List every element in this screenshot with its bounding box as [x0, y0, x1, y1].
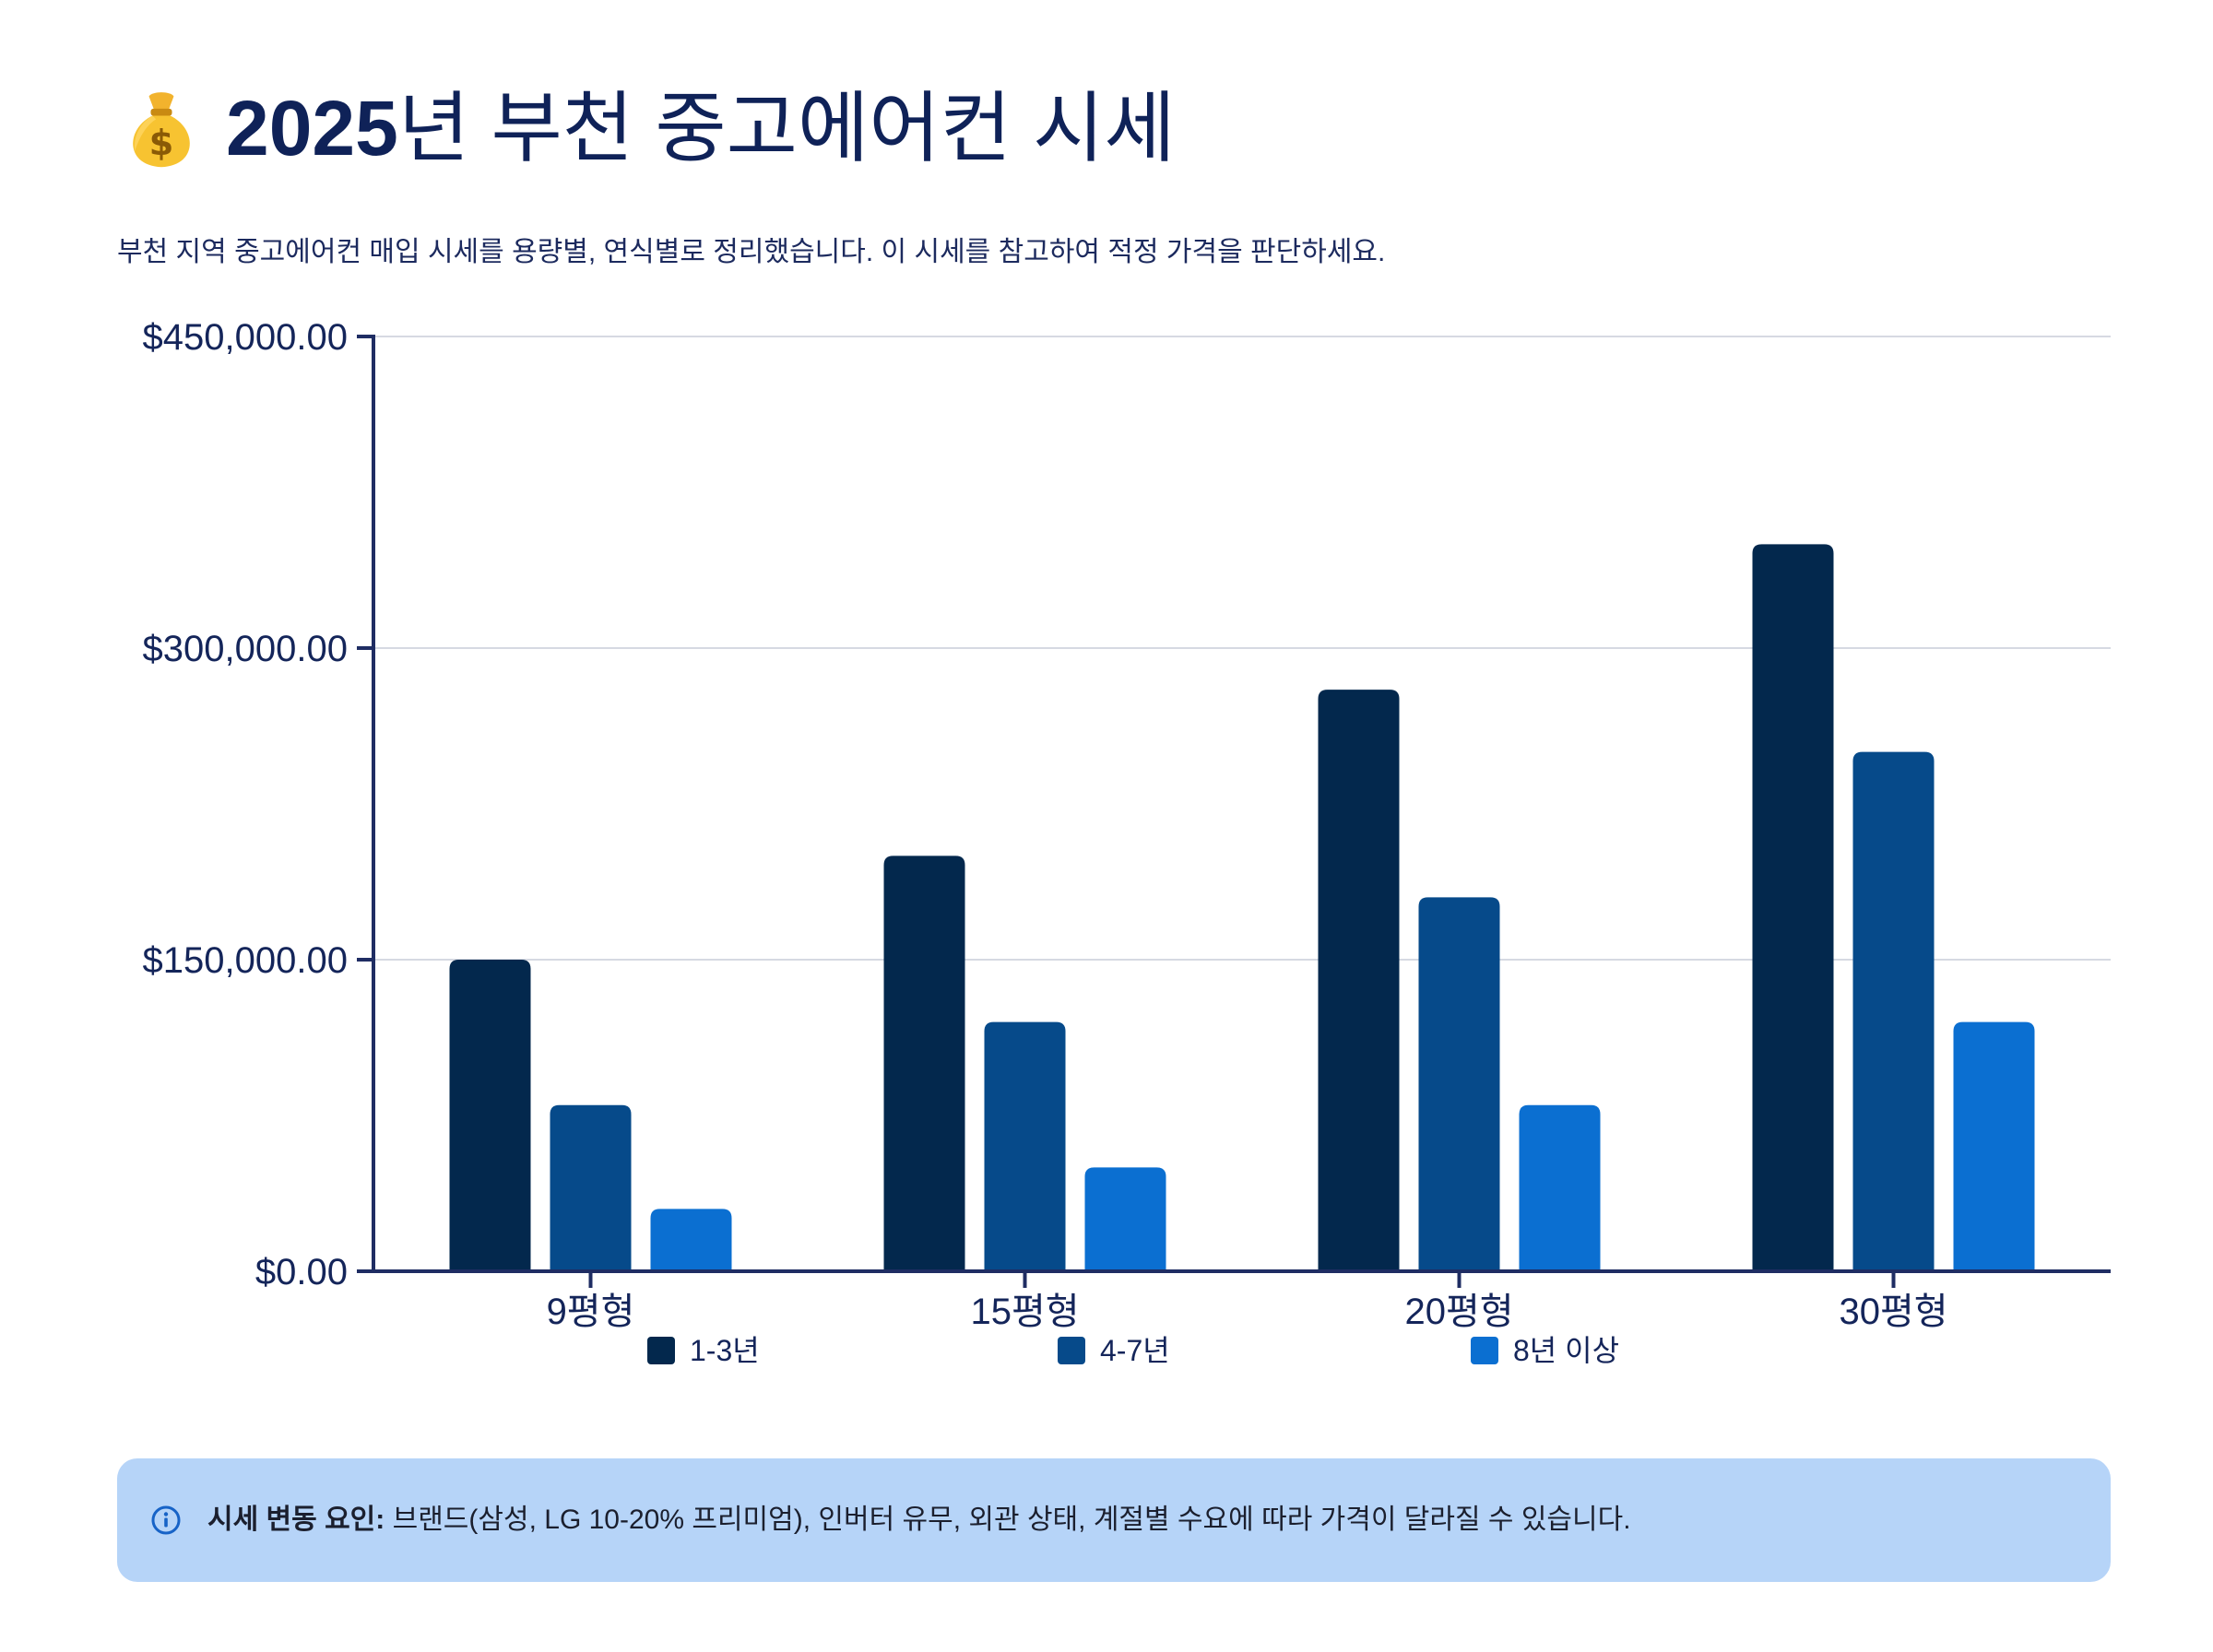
info-icon — [151, 1505, 181, 1535]
bar-2-3 — [1418, 897, 1500, 1271]
title-text: 년 부천 중고에어컨 시세 — [397, 85, 1176, 171]
bar-3-4 — [1953, 1021, 2035, 1271]
info-notice: 시세 변동 요인: 브랜드(삼성, LG 10-20% 프리미엄), 인버터 유… — [117, 1458, 2111, 1582]
page-description: 부천 지역 중고에어컨 매입 시세를 용량별, 연식별로 정리했습니다. 이 시… — [117, 237, 1386, 267]
money-bag-icon: $ — [133, 92, 190, 168]
x-tick-label: 20평형 — [1404, 1292, 1513, 1332]
bar-2-1 — [550, 1104, 632, 1271]
info-text: 시세 변동 요인: 브랜드(삼성, LG 10-20% 프리미엄), 인버터 유… — [207, 1502, 1631, 1539]
y-tick-label: $0.00 — [255, 1252, 348, 1292]
info-label: 시세 변동 요인: — [207, 1504, 385, 1535]
bar-3-3 — [1519, 1104, 1601, 1271]
page-title: $ 2025 년 부천 중고에어컨 시세 — [117, 77, 1176, 179]
info-description: 브랜드(삼성, LG 10-20% 프리미엄), 인버터 유무, 외관 상태, … — [385, 1504, 1631, 1535]
x-tick-label: 9평형 — [547, 1292, 635, 1332]
bar-3-1 — [650, 1209, 732, 1271]
bar-2-2 — [984, 1021, 1066, 1271]
legend-label-1: 1-3년 — [690, 1334, 760, 1367]
bar-3-2 — [1084, 1167, 1166, 1271]
legend-label-2: 4-7년 — [1100, 1334, 1170, 1367]
legend-swatch-2 — [1058, 1337, 1085, 1364]
svg-text:$: $ — [149, 123, 174, 164]
x-tick-label: 30평형 — [1839, 1292, 1947, 1332]
legend-swatch-1 — [647, 1337, 675, 1364]
title-year: 2025 — [226, 85, 398, 171]
legend-label-3: 8년 이상 — [1513, 1334, 1619, 1367]
bar-1-4 — [1752, 544, 1834, 1271]
bar-1-1 — [449, 960, 531, 1271]
x-tick-label: 15평형 — [970, 1292, 1079, 1332]
bar-2-4 — [1852, 751, 1935, 1271]
price-bar-chart: $0.00 $150,000.00 $300,000.00 $450,000.00 9평… — [143, 317, 2111, 1367]
y-tick-label: $450,000.00 — [143, 317, 348, 358]
y-tick-label: $150,000.00 — [143, 940, 348, 981]
legend-swatch-3 — [1471, 1337, 1498, 1364]
y-tick-label: $300,000.00 — [143, 629, 348, 669]
bar-1-2 — [883, 856, 965, 1271]
bar-1-3 — [1318, 690, 1400, 1271]
